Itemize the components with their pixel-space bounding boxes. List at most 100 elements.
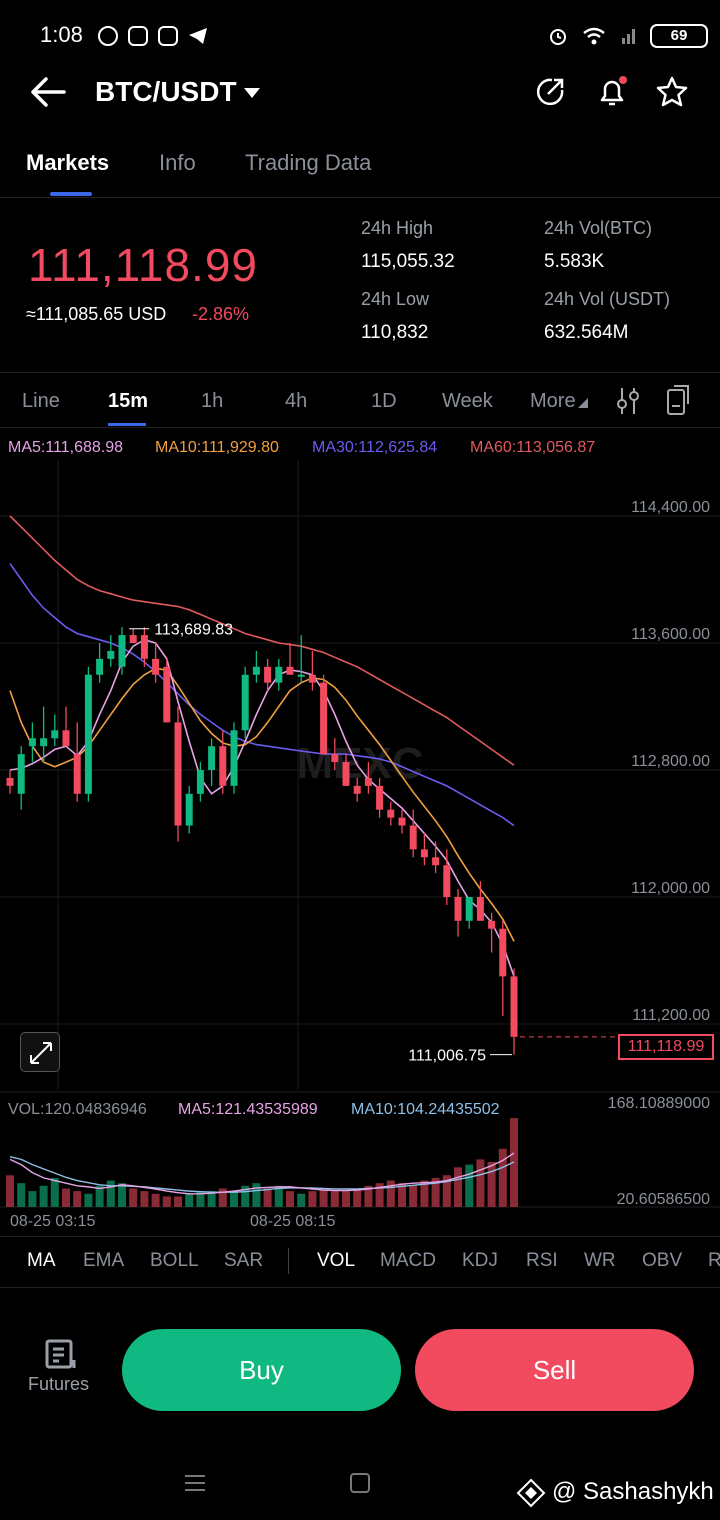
ma10-line: [9, 667, 515, 942]
divider: [0, 372, 720, 373]
candle-body: [219, 746, 227, 786]
low-annotation: 111,006.75: [408, 1048, 486, 1065]
star-icon[interactable]: [654, 74, 690, 110]
volume-bar: [151, 1193, 160, 1207]
candle-body: [28, 738, 36, 747]
volume-bar: [95, 1185, 104, 1207]
candle-body: [17, 754, 25, 794]
share-icon[interactable]: [532, 74, 568, 110]
low-value: 110,832: [361, 322, 429, 343]
timeframe-1h[interactable]: 1h: [201, 390, 224, 412]
recent-apps-icon[interactable]: [184, 1474, 206, 1492]
candle-body: [73, 754, 81, 794]
x-tick-label: 08-25 08:15: [250, 1213, 336, 1230]
volume-bar: [409, 1185, 418, 1207]
candle-body: [118, 635, 126, 667]
timeframe-more[interactable]: More: [530, 390, 576, 412]
bell-icon[interactable]: [594, 74, 630, 110]
volume-bar: [442, 1175, 451, 1207]
sell-button[interactable]: Sell: [415, 1329, 694, 1411]
indicator-sar[interactable]: SAR: [224, 1250, 264, 1271]
y-tick-label: 113,600.00: [631, 626, 710, 643]
back-arrow-icon[interactable]: [28, 74, 68, 110]
indicator-rsi[interactable]: RSI: [526, 1250, 558, 1271]
timeframe-week[interactable]: Week: [442, 390, 493, 412]
ma10-label: MA10:111,929.80: [155, 439, 279, 456]
volume-bar: [286, 1191, 294, 1207]
indicator-boll[interactable]: BOLL: [150, 1250, 199, 1271]
candle-body: [409, 825, 417, 850]
chart-watermark: MEXC: [296, 739, 423, 788]
vol-label: VOL:120.04836946: [8, 1101, 147, 1118]
volume-bar: [386, 1180, 395, 1207]
futures-label[interactable]: Futures: [28, 1374, 90, 1394]
volume-bar: [28, 1191, 37, 1207]
indicator-vol[interactable]: VOL: [317, 1250, 356, 1271]
y-tick-label: 111,200.00: [632, 1007, 710, 1024]
buy-button[interactable]: Buy: [122, 1329, 401, 1411]
alarm-icon: [550, 29, 566, 45]
landscape-icon[interactable]: [664, 384, 692, 416]
candle-body: [432, 857, 440, 866]
candlestick-chart[interactable]: 114,400.00 113,600.00 112,800.00 112,000.00…: [0, 460, 720, 1090]
candle-body: [230, 730, 238, 786]
vol-ma5-label: MA5:121.43535989: [178, 1101, 318, 1118]
volume-chart: 168.10889000 20.60586500 08-25 03:15 08-25 …: [0, 1091, 720, 1230]
last-price: 111,118.99: [28, 239, 258, 291]
candle-body: [163, 666, 171, 723]
main-tabs: Markets Info Trading Data: [0, 140, 720, 198]
watermark-text: @ Sashashykh: [552, 1478, 714, 1505]
volume-bar: [174, 1196, 182, 1207]
candle-body: [443, 865, 451, 897]
volume-bar: [162, 1196, 171, 1207]
home-icon[interactable]: [350, 1473, 370, 1493]
volume-min-label: 20.60586500: [617, 1191, 711, 1208]
ma30-label: MA30:112,625.84: [312, 439, 438, 456]
timeframe-15m[interactable]: 15m: [108, 390, 149, 412]
volume-bar: [207, 1191, 216, 1207]
indicator-ma[interactable]: MA: [27, 1250, 56, 1271]
tab-markets[interactable]: Markets: [26, 150, 110, 175]
indicator-r[interactable]: R: [708, 1250, 720, 1271]
volume-bar: [431, 1177, 440, 1207]
candle-body: [107, 650, 115, 659]
volume-bar: [297, 1193, 306, 1207]
volume-bar: [330, 1191, 339, 1207]
indicator-obv[interactable]: OBV: [642, 1250, 683, 1271]
timeframe-4h[interactable]: 4h: [285, 390, 308, 412]
last-price-tag: 111,118.99: [618, 1034, 714, 1060]
low-label: 24h Low: [361, 289, 430, 309]
futures-icon[interactable]: [44, 1338, 78, 1370]
candle-body: [286, 666, 294, 675]
tab-info[interactable]: Info: [159, 150, 196, 175]
candle-body: [342, 762, 350, 786]
candle-body: [252, 666, 260, 675]
vol-usdt-value: 632.564M: [544, 322, 629, 343]
candle-body: [6, 777, 14, 786]
expand-icon: [30, 1042, 52, 1064]
indicator-kdj[interactable]: KDJ: [462, 1250, 498, 1271]
candle-body: [510, 976, 518, 1037]
indicator-macd[interactable]: MACD: [380, 1250, 436, 1271]
high-annotation: 113,689.83: [154, 622, 233, 639]
candle-body: [264, 666, 272, 683]
signal-icon: [622, 29, 635, 44]
tab-trading-data[interactable]: Trading Data: [245, 150, 372, 175]
indicator-wr[interactable]: WR: [584, 1250, 616, 1271]
indicator-separator: [288, 1248, 289, 1274]
status-bar: 1:08 69: [0, 0, 720, 72]
timeframe-line[interactable]: Line: [22, 390, 60, 412]
wifi-icon: [583, 27, 605, 45]
ma5-line: [9, 638, 515, 977]
candle-body: [387, 809, 395, 818]
candle-body: [40, 738, 48, 747]
expand-chart-button[interactable]: [20, 1032, 60, 1072]
volume-bar: [342, 1191, 350, 1207]
candle-body: [420, 849, 428, 858]
volume-bar: [73, 1191, 82, 1207]
chevron-down-icon[interactable]: [244, 88, 260, 98]
settings-sliders-icon[interactable]: [616, 386, 640, 416]
indicator-ema[interactable]: EMA: [83, 1250, 125, 1271]
timeframe-1d[interactable]: 1D: [371, 390, 397, 412]
pair-title[interactable]: BTC/USDT: [95, 76, 237, 107]
